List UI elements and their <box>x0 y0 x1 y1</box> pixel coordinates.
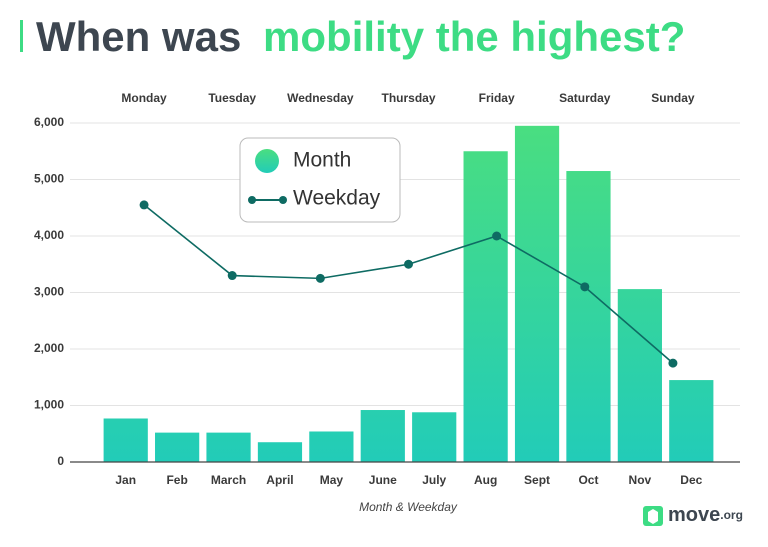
chart-title: When was mobility the highest? <box>36 13 685 60</box>
x-tick-label: Jan <box>115 473 136 487</box>
bar <box>566 171 611 462</box>
x-tick-label: March <box>211 473 246 487</box>
title-prefix: When was <box>36 13 241 60</box>
line-point <box>668 358 678 368</box>
logo-name: move <box>668 504 720 526</box>
x-tick-label: May <box>320 473 344 487</box>
x-tick-label: Oct <box>578 473 598 487</box>
y-tick-label: 2,000 <box>34 341 64 355</box>
line-point <box>227 271 237 281</box>
y-tick-label: 0 <box>57 454 64 468</box>
logo-suffix: .org <box>720 508 743 522</box>
bar <box>309 431 354 462</box>
y-tick-label: 6,000 <box>34 115 64 129</box>
bar <box>669 380 714 462</box>
x-tick-label: Dec <box>680 473 702 487</box>
bar <box>206 432 251 462</box>
top-tick-label: Monday <box>121 91 167 105</box>
bar <box>257 442 303 462</box>
x-axis-label: Month & Weekday <box>359 500 458 514</box>
y-tick-label: 1,000 <box>34 398 64 412</box>
y-tick-label: 4,000 <box>34 228 64 242</box>
x-tick-label: Nov <box>629 473 652 487</box>
x-tick-label: Feb <box>166 473 187 487</box>
title-highlight: mobility the highest? <box>263 13 685 60</box>
line-point <box>139 200 149 210</box>
logo-icon <box>648 509 658 524</box>
logo: move.org <box>643 504 743 526</box>
bar <box>514 125 560 462</box>
bar <box>360 410 405 462</box>
line-point <box>492 231 502 241</box>
y-tick-label: 5,000 <box>34 172 64 186</box>
legend-swatch <box>255 149 279 173</box>
title-accent <box>20 20 23 52</box>
x-tick-label: Sept <box>524 473 550 487</box>
legend: Month Weekday <box>239 137 401 223</box>
top-tick-label: Saturday <box>559 91 611 105</box>
legend-swatch <box>279 196 287 204</box>
top-tick-label: Tuesday <box>208 91 256 105</box>
top-tick-label: Thursday <box>381 91 435 105</box>
y-tick-label: 3,000 <box>34 285 64 299</box>
top-tick-label: Wednesday <box>287 91 354 105</box>
x-tick-label: April <box>266 473 293 487</box>
legend-label: Weekday <box>293 187 381 210</box>
bar <box>155 432 200 462</box>
x-tick-label: July <box>422 473 446 487</box>
line-point <box>404 259 413 269</box>
bar <box>617 289 662 462</box>
logo-text: move.org <box>668 504 743 526</box>
top-tick-label: Sunday <box>651 91 695 105</box>
top-tick-label: Friday <box>479 91 515 105</box>
x-tick-label: June <box>369 473 397 487</box>
bar <box>103 418 148 462</box>
x-tick-label: Aug <box>474 473 497 487</box>
line-point <box>580 282 590 292</box>
line-point <box>315 273 325 283</box>
bar <box>412 412 457 462</box>
bar <box>463 151 508 462</box>
legend-label: Month <box>293 149 351 172</box>
legend-swatch <box>248 196 256 204</box>
